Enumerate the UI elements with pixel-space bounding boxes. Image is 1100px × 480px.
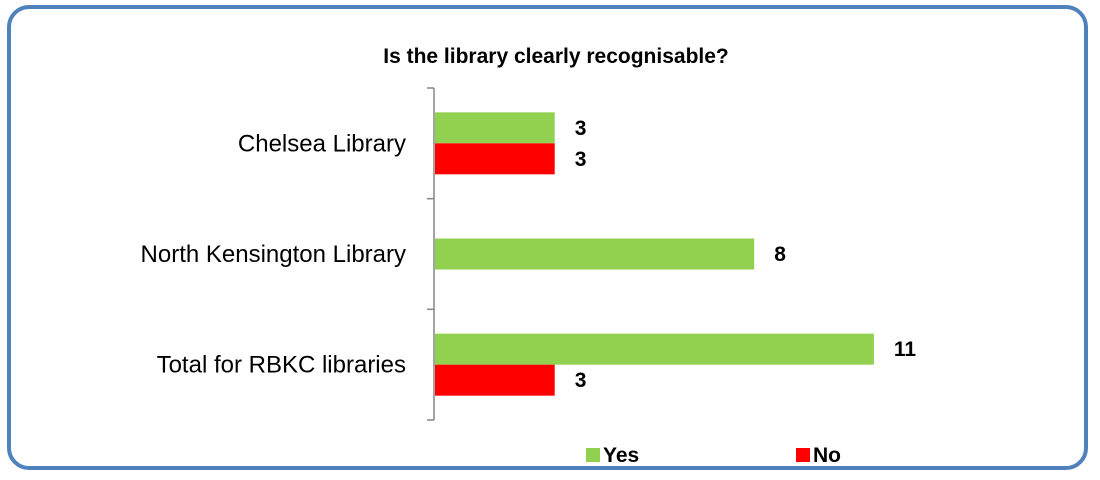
data-label: 3	[575, 369, 587, 392]
bar-no	[435, 143, 555, 175]
category-label: Chelsea Library	[238, 130, 406, 157]
category-label: Total for RBKC libraries	[157, 352, 406, 379]
bar-yes	[435, 333, 874, 365]
data-label: 11	[894, 338, 917, 361]
data-label: 8	[774, 243, 786, 266]
bar-yes	[435, 238, 755, 270]
legend-swatch-no	[796, 448, 810, 462]
category-label: North Kensington Library	[141, 241, 406, 268]
legend: Yes No	[586, 444, 841, 467]
legend-label-no: No	[813, 444, 841, 467]
data-label: 3	[575, 148, 587, 171]
legend-label-yes: Yes	[603, 444, 639, 467]
bar-yes	[435, 112, 555, 144]
chart-title: Is the library clearly recognisable?	[383, 45, 729, 68]
data-label: 3	[575, 117, 587, 140]
bar-no	[435, 364, 555, 396]
plot-area: Chelsea Library 3 3 North Kensington Librar…	[141, 87, 917, 421]
legend-swatch-yes	[586, 448, 600, 462]
